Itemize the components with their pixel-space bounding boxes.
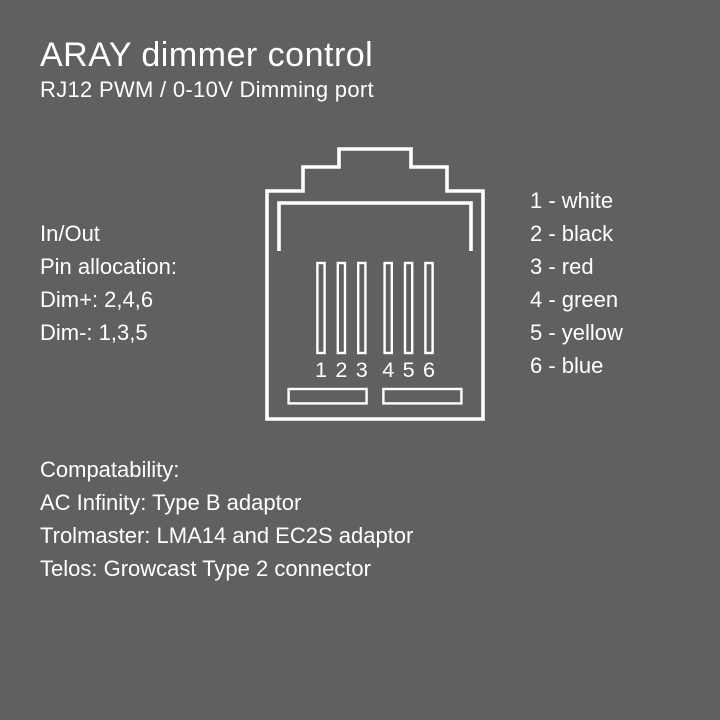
- inout-label: In/Out: [40, 217, 220, 250]
- dim-plus-label: Dim+: 2,4,6: [40, 283, 220, 316]
- svg-text:2: 2: [335, 357, 347, 382]
- svg-text:5: 5: [403, 357, 415, 382]
- svg-text:6: 6: [423, 357, 435, 382]
- svg-text:4: 4: [382, 357, 394, 382]
- svg-text:1: 1: [315, 357, 327, 382]
- page-title: ARAY dimmer control: [40, 36, 680, 75]
- legend-item: 5 - yellow: [530, 316, 680, 349]
- rj12-connector-diagram: 123456: [240, 143, 510, 423]
- legend-item: 6 - blue: [530, 349, 680, 382]
- mid-row: In/Out Pin allocation: Dim+: 2,4,6 Dim-:…: [40, 143, 680, 423]
- compat-heading: Compatability:: [40, 453, 680, 486]
- compatibility-block: Compatability: AC Infinity: Type B adapt…: [40, 453, 680, 585]
- legend-item: 1 - white: [530, 184, 680, 217]
- dim-minus-label: Dim-: 1,3,5: [40, 316, 220, 349]
- page-subtitle: RJ12 PWM / 0-10V Dimming port: [40, 77, 680, 103]
- legend-item: 4 - green: [530, 283, 680, 316]
- compat-line: Telos: Growcast Type 2 connector: [40, 552, 680, 585]
- svg-text:3: 3: [356, 357, 368, 382]
- pin-color-legend: 1 - white2 - black3 - red4 - green5 - ye…: [530, 184, 680, 382]
- legend-item: 3 - red: [530, 250, 680, 283]
- compat-line: AC Infinity: Type B adaptor: [40, 486, 680, 519]
- legend-item: 2 - black: [530, 217, 680, 250]
- pin-alloc-label: Pin allocation:: [40, 250, 220, 283]
- pin-allocation-block: In/Out Pin allocation: Dim+: 2,4,6 Dim-:…: [40, 217, 220, 349]
- compat-line: Trolmaster: LMA14 and EC2S adaptor: [40, 519, 680, 552]
